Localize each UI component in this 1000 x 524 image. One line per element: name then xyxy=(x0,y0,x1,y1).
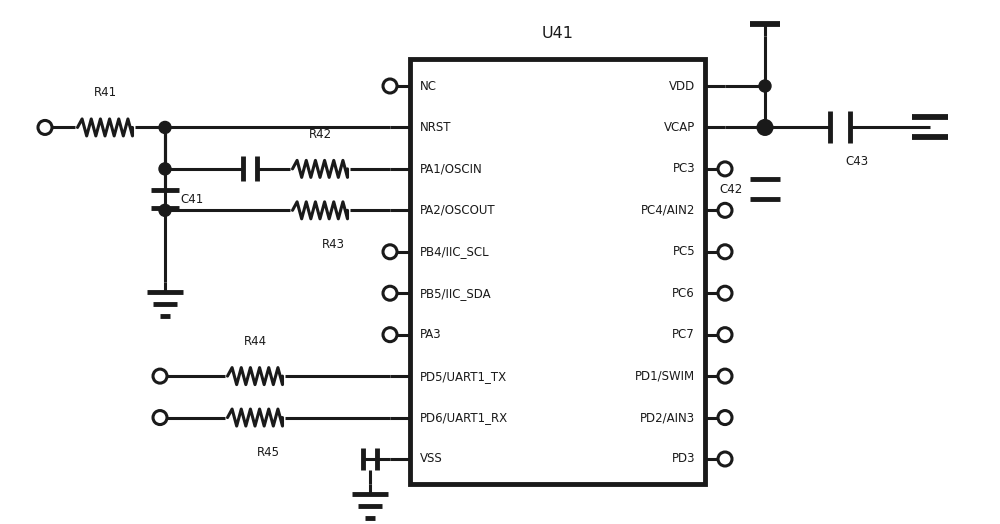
Circle shape xyxy=(718,286,732,300)
Circle shape xyxy=(383,286,397,300)
Circle shape xyxy=(159,122,171,134)
Text: NC: NC xyxy=(420,80,437,93)
Text: NRST: NRST xyxy=(420,121,451,134)
Circle shape xyxy=(759,80,771,92)
Circle shape xyxy=(718,369,732,383)
Text: PD1/SWIM: PD1/SWIM xyxy=(635,369,695,383)
Circle shape xyxy=(383,245,397,259)
Text: PC4/AIN2: PC4/AIN2 xyxy=(641,204,695,217)
Polygon shape xyxy=(410,59,705,484)
Text: PC5: PC5 xyxy=(672,245,695,258)
Circle shape xyxy=(758,121,772,135)
Text: C43: C43 xyxy=(845,156,868,168)
Text: PA2/OSCOUT: PA2/OSCOUT xyxy=(420,204,496,217)
Text: PB4/IIC_SCL: PB4/IIC_SCL xyxy=(420,245,490,258)
Text: R43: R43 xyxy=(322,238,345,252)
Text: PC7: PC7 xyxy=(672,328,695,341)
Circle shape xyxy=(383,328,397,342)
Circle shape xyxy=(718,245,732,259)
Text: PD6/UART1_RX: PD6/UART1_RX xyxy=(420,411,508,424)
Text: R45: R45 xyxy=(257,445,280,458)
Text: VDD: VDD xyxy=(669,80,695,93)
Text: R41: R41 xyxy=(93,86,117,100)
Text: PD5/UART1_TX: PD5/UART1_TX xyxy=(420,369,507,383)
Circle shape xyxy=(383,79,397,93)
Circle shape xyxy=(718,452,732,466)
Text: PC6: PC6 xyxy=(672,287,695,300)
Text: PD3: PD3 xyxy=(672,453,695,465)
Text: PA1/OSCIN: PA1/OSCIN xyxy=(420,162,483,176)
Text: VCAP: VCAP xyxy=(664,121,695,134)
Circle shape xyxy=(718,203,732,217)
Text: C41: C41 xyxy=(180,193,203,206)
Text: U41: U41 xyxy=(541,26,573,41)
Circle shape xyxy=(38,121,52,135)
Text: VSS: VSS xyxy=(420,453,443,465)
Text: PD2/AIN3: PD2/AIN3 xyxy=(640,411,695,424)
Circle shape xyxy=(718,411,732,424)
Circle shape xyxy=(153,369,167,383)
Circle shape xyxy=(153,411,167,424)
Text: C42: C42 xyxy=(720,182,743,195)
Circle shape xyxy=(159,204,171,216)
Circle shape xyxy=(718,162,732,176)
Text: PB5/IIC_SDA: PB5/IIC_SDA xyxy=(420,287,492,300)
Circle shape xyxy=(718,328,732,342)
Text: PA3: PA3 xyxy=(420,328,442,341)
Text: R42: R42 xyxy=(308,128,332,141)
Text: PC3: PC3 xyxy=(672,162,695,176)
Circle shape xyxy=(759,122,771,134)
Circle shape xyxy=(159,163,171,175)
Text: R44: R44 xyxy=(243,335,267,348)
